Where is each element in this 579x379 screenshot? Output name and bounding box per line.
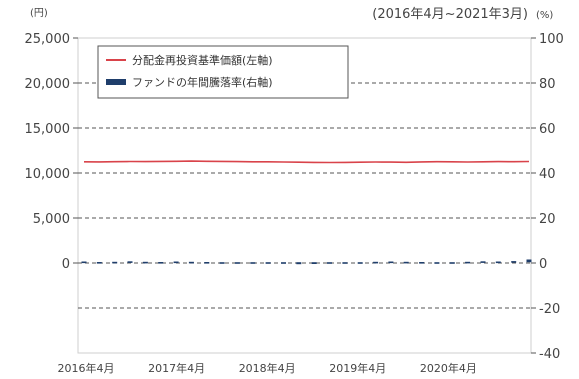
return-bar	[281, 262, 286, 264]
return-bar	[327, 262, 332, 264]
right-tick-label: 80	[539, 77, 556, 92]
return-bar	[419, 262, 425, 264]
return-bar	[265, 262, 271, 264]
left-tick-label: 20,000	[25, 77, 71, 92]
return-bar	[495, 261, 501, 264]
return-bar	[127, 261, 133, 263]
return-bar	[142, 261, 148, 264]
return-bar	[388, 261, 394, 264]
return-bar	[81, 261, 87, 264]
period-label: (2016年4月~2021年3月)	[372, 7, 528, 22]
return-bar	[526, 259, 532, 263]
left-tick-label: 10,000	[25, 167, 71, 182]
return-bar	[158, 262, 164, 264]
return-bar	[449, 262, 455, 264]
right-tick-label: 20	[539, 212, 556, 227]
right-tick-label: 60	[539, 122, 556, 137]
right-tick-label: 40	[539, 167, 556, 182]
return-bar	[173, 261, 179, 264]
return-bar	[112, 261, 118, 264]
left-axis-unit: (円)	[30, 8, 48, 19]
return-bar	[403, 261, 409, 264]
series-line-nav	[83, 160, 530, 164]
right-tick-label: -40	[539, 347, 560, 362]
x-tick-label: 2017年4月	[148, 361, 205, 375]
right-tick-label: 100	[539, 32, 564, 47]
left-tick-label: 5,000	[33, 212, 70, 227]
return-bar	[357, 262, 363, 264]
left-axis-ticks: 25,000 20,000 15,000 10,000 5,000 0	[25, 32, 78, 272]
return-bars	[81, 259, 532, 265]
grid-lines	[78, 82, 531, 309]
legend-label-nav: 分配金再投資基準価額(左軸)	[132, 53, 273, 67]
return-bar	[188, 261, 194, 264]
left-tick-label: 25,000	[25, 32, 71, 47]
left-tick-label: 0	[62, 257, 70, 272]
legend-box	[97, 45, 349, 99]
return-bar	[234, 262, 240, 264]
return-bar	[311, 262, 317, 264]
x-tick-label: 2016年4月	[58, 361, 115, 375]
return-bar	[480, 261, 486, 263]
return-bar	[465, 261, 471, 264]
return-bar	[250, 262, 256, 264]
return-bar	[204, 262, 210, 264]
legend: 分配金再投資基準価額(左軸) ファンドの年間騰落率(右軸)	[97, 45, 349, 99]
x-tick-label: 2019年4月	[329, 361, 386, 375]
return-bar	[342, 262, 348, 264]
return-bar	[219, 262, 225, 264]
return-bar	[96, 262, 102, 264]
plot-frame	[77, 37, 532, 354]
legend-swatch-return	[106, 79, 126, 85]
right-tick-label: -20	[539, 302, 560, 317]
right-tick-label: 0	[539, 257, 547, 272]
right-axis-unit: (%)	[536, 10, 553, 21]
right-axis-ticks: 100 80 60 40 20 0 -20 -40	[531, 32, 564, 362]
return-bar	[434, 262, 440, 264]
x-tick-label: 2020年4月	[420, 361, 477, 375]
return-bar	[373, 261, 379, 264]
x-axis-ticks: 2016年4月 2017年4月 2018年4月 2019年4月 2020年4月	[58, 361, 477, 375]
return-bar	[296, 262, 302, 265]
return-bar	[511, 261, 517, 263]
left-tick-label: 15,000	[25, 122, 71, 137]
legend-label-return: ファンドの年間騰落率(右軸)	[132, 75, 273, 89]
x-tick-label: 2018年4月	[239, 361, 296, 375]
